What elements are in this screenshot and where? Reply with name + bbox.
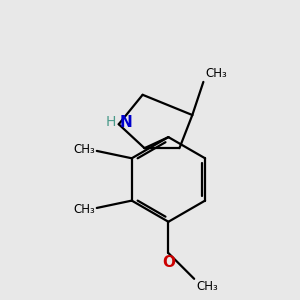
Text: O: O: [162, 255, 175, 270]
Text: CH₃: CH₃: [73, 143, 95, 156]
Text: CH₃: CH₃: [205, 67, 227, 80]
Text: N: N: [119, 115, 132, 130]
Text: CH₃: CH₃: [73, 202, 95, 216]
Text: CH₃: CH₃: [196, 280, 218, 293]
Text: H: H: [105, 116, 116, 129]
